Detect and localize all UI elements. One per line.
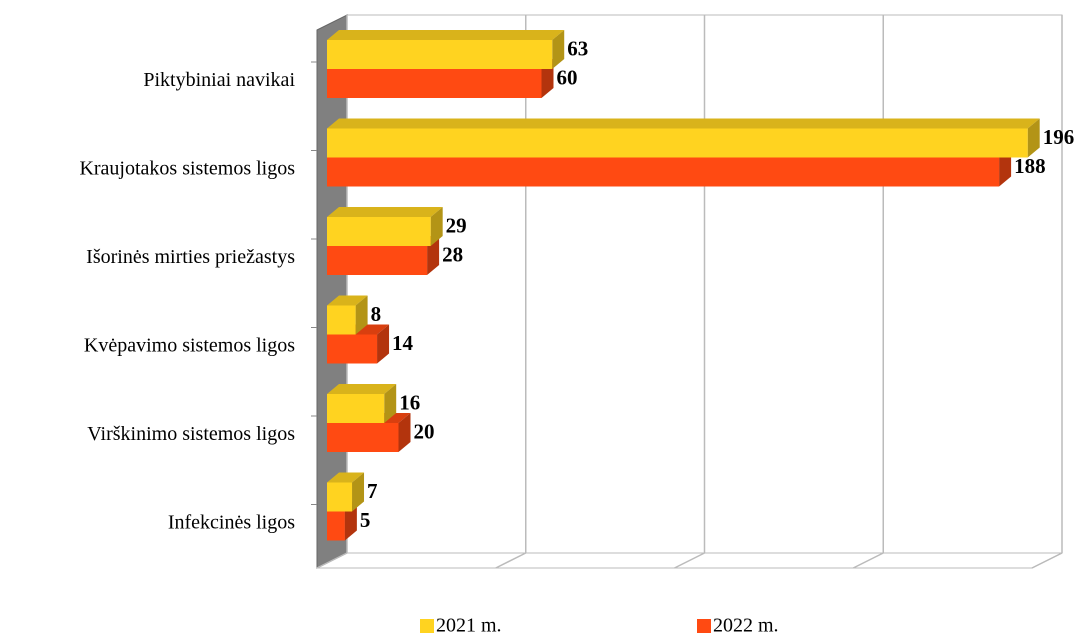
bar <box>327 157 1000 187</box>
bar <box>327 69 542 98</box>
bar-top <box>327 30 565 40</box>
category-label: Virškinimo sistemos ligos <box>87 423 295 445</box>
bar-side <box>352 472 365 512</box>
floor-grid-line <box>495 552 527 569</box>
bar <box>327 40 553 69</box>
bar <box>327 334 378 364</box>
category-label: Kraujotakos sistemos ligos <box>79 157 295 179</box>
bar-side <box>377 324 390 364</box>
bar-side <box>384 384 397 423</box>
bar-side <box>355 295 368 335</box>
bar <box>327 482 353 512</box>
bar <box>327 423 399 452</box>
bar <box>327 305 356 335</box>
bar-top <box>327 295 368 306</box>
value-label: 60 <box>557 65 578 89</box>
bar <box>327 217 431 246</box>
category-label: Išorinės mirties priežastys <box>86 246 295 268</box>
value-label: 8 <box>371 302 382 326</box>
legend-label: 2021 m. <box>436 615 502 636</box>
bar-side <box>552 30 565 69</box>
bar-top <box>327 472 365 483</box>
floor-grid-line <box>316 552 348 569</box>
value-label: 188 <box>1014 154 1046 178</box>
floor-grid-line <box>852 552 884 569</box>
bar-top <box>327 207 443 217</box>
value-label: 29 <box>446 213 467 237</box>
legend-label: 2022 m. <box>713 615 779 636</box>
bar <box>327 511 345 541</box>
bar-side <box>398 413 411 452</box>
floor-grid-line <box>674 552 705 569</box>
bar-top <box>327 384 397 394</box>
floor-grid-line <box>1031 552 1063 569</box>
value-label: 63 <box>567 36 588 60</box>
bar <box>327 128 1028 158</box>
bar <box>327 394 385 423</box>
value-label: 14 <box>392 331 414 355</box>
value-label: 28 <box>442 242 463 266</box>
value-label: 16 <box>399 390 420 414</box>
category-label: Piktybiniai navikai <box>143 69 295 91</box>
value-label: 5 <box>360 508 371 532</box>
category-label: Kvėpavimo sistemos ligos <box>84 334 295 356</box>
value-label: 196 <box>1043 125 1075 149</box>
bar <box>327 246 428 275</box>
category-label: Infekcinės ligos <box>168 511 295 533</box>
bar-side <box>1027 118 1040 158</box>
legend-swatch <box>420 619 434 633</box>
value-label: 20 <box>414 419 435 443</box>
bar-side <box>430 207 443 246</box>
legend-swatch <box>697 619 711 633</box>
bar-top <box>327 118 1040 129</box>
value-label: 7 <box>367 479 378 503</box>
